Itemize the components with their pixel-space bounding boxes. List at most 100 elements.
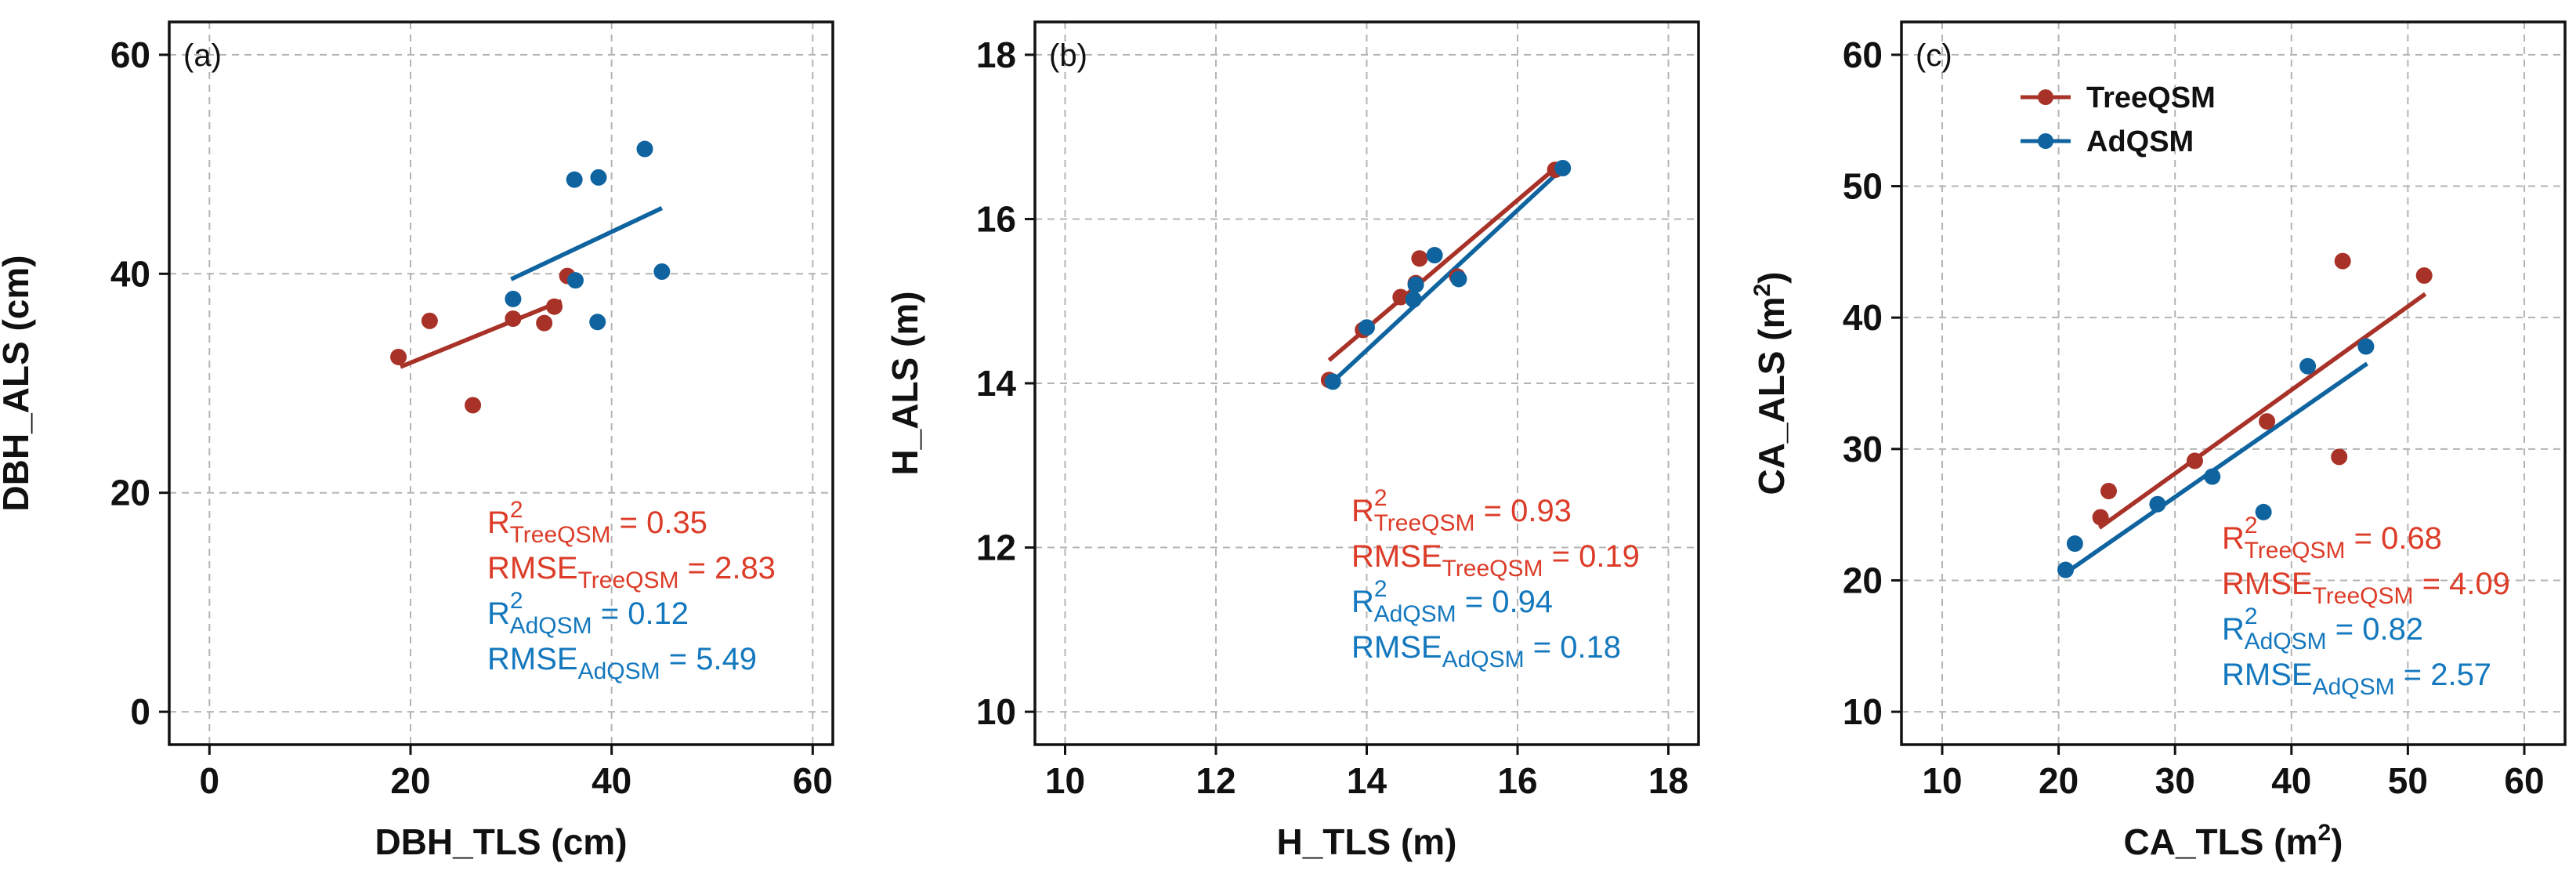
x-tick-label: 0 xyxy=(200,760,220,801)
stat-equals: = xyxy=(1456,585,1492,619)
point-treeqsm xyxy=(2334,252,2351,270)
point-treeqsm xyxy=(2100,482,2118,499)
y-tick-label: 18 xyxy=(976,34,1016,75)
stat-subscript: AdQSM xyxy=(2313,674,2395,700)
point-adqsm xyxy=(1554,159,1572,176)
stat-superscript: 2 xyxy=(2245,604,2258,629)
x-axis-title-text: DBH_TLS (cm) xyxy=(374,821,627,862)
y-tick-label: 12 xyxy=(976,528,1016,568)
point-treeqsm xyxy=(390,348,407,365)
unit-superscript: 2 xyxy=(2317,820,2331,846)
x-tick-label: 10 xyxy=(1045,760,1085,801)
stat-prefix: RMSE xyxy=(1351,539,1442,574)
panel-label: (c) xyxy=(1916,38,1952,73)
point-treeqsm xyxy=(2331,448,2348,466)
stat-subscript: TreeQSM xyxy=(1374,510,1475,536)
point-treeqsm xyxy=(1411,250,1428,267)
stat-equals: = xyxy=(2345,521,2381,556)
stat-prefix: R xyxy=(2222,612,2245,647)
stat-rmse-adqsm: RMSEAdQSM = 2.57 xyxy=(2222,658,2491,700)
y-tick-label: 20 xyxy=(110,473,150,513)
stat-equals: = xyxy=(1543,539,1579,574)
point-treeqsm xyxy=(505,310,522,328)
x-axis-title: H_TLS (m) xyxy=(1277,821,1457,862)
panel-1: 0 20 40 60 0 20 40 60 DBH_TLS (cm) DBH_ALS (cm) (a… xyxy=(0,20,834,862)
point-adqsm xyxy=(2204,468,2221,485)
x-tick-label: 40 xyxy=(592,760,631,801)
fit-line-treeqsm xyxy=(400,299,563,369)
point-adqsm xyxy=(589,314,606,331)
point-treeqsm xyxy=(546,298,563,315)
point-adqsm xyxy=(2066,535,2083,553)
stat-subscript: TreeQSM xyxy=(2313,583,2414,609)
stat-superscript: 2 xyxy=(510,588,523,614)
panel-label: (b) xyxy=(1049,38,1087,73)
point-adqsm xyxy=(2357,338,2375,355)
stat-rmse-treeqsm: RMSETreeQSM = 0.19 xyxy=(1351,539,1640,582)
y-axis-title: CA_ALS (m2) xyxy=(1749,271,1792,495)
y-axis-title-text: H_ALS (m) xyxy=(885,291,925,475)
point-adqsm xyxy=(636,140,653,158)
point-treeqsm xyxy=(536,314,553,332)
stat-equals: = xyxy=(1525,630,1561,665)
stat-rmse-treeqsm: RMSETreeQSM = 4.09 xyxy=(2222,567,2510,609)
legend-label: TreeQSM xyxy=(2086,82,2216,114)
point-treeqsm xyxy=(1392,288,1409,306)
point-adqsm xyxy=(505,290,522,307)
point-adqsm xyxy=(590,169,607,186)
stat-equals: = xyxy=(610,506,646,540)
stat-subscript: AdQSM xyxy=(578,658,660,684)
plot-frame xyxy=(168,20,834,746)
stat-r2-adqsm: R2 AdQSM = 0.12 xyxy=(487,588,689,639)
point-treeqsm xyxy=(2092,509,2109,526)
x-tick-label: 10 xyxy=(1922,760,1962,801)
fit-line-adqsm xyxy=(1331,166,1565,383)
stat-equals: = xyxy=(678,551,715,586)
point-adqsm xyxy=(2149,495,2166,513)
stat-equals: = xyxy=(2327,612,2363,647)
point-adqsm xyxy=(1359,319,1375,336)
y-axis-title: H_ALS (m) xyxy=(885,291,925,475)
x-axis-title-text: CA_TLS (m xyxy=(2124,821,2318,862)
stat-r2-treeqsm: R2 TreeQSM = 0.93 xyxy=(1351,485,1572,536)
stat-subscript: TreeQSM xyxy=(2245,538,2346,564)
point-adqsm xyxy=(2299,357,2317,375)
point-adqsm xyxy=(566,171,583,188)
x-tick-label: 12 xyxy=(1196,760,1236,801)
stat-subscript: TreeQSM xyxy=(578,567,679,593)
y-tick-label: 40 xyxy=(1843,297,1883,338)
stat-prefix: RMSE xyxy=(1351,630,1442,665)
x-tick-label: 16 xyxy=(1497,760,1537,801)
y-axis-title: DBH_ALS (cm) xyxy=(0,255,36,511)
stat-r2-adqsm: R2 AdQSM = 0.94 xyxy=(1351,576,1553,627)
stat-subscript: AdQSM xyxy=(1374,601,1456,627)
stat-rmse-adqsm: RMSEAdQSM = 0.18 xyxy=(1351,630,1621,673)
point-treeqsm xyxy=(2415,267,2433,285)
point-treeqsm xyxy=(421,312,438,329)
x-tick-label: 50 xyxy=(2388,760,2428,801)
panel-label: (a) xyxy=(183,38,222,73)
y-tick-label: 40 xyxy=(110,253,150,294)
stat-equals: = xyxy=(1474,494,1511,528)
y-axis-title-text: DBH_ALS (cm) xyxy=(0,255,36,511)
stat-subscript: TreeQSM xyxy=(1442,556,1543,582)
stat-value: 5.49 xyxy=(696,642,757,676)
plot-frame xyxy=(1900,20,2567,746)
stat-value: 0.68 xyxy=(2381,521,2442,556)
stat-value: 0.93 xyxy=(1511,494,1572,528)
y-tick-label: 10 xyxy=(976,691,1016,732)
y-tick-label: 50 xyxy=(1843,166,1883,207)
stat-subscript: AdQSM xyxy=(510,613,592,639)
y-tick-label: 10 xyxy=(1843,691,1883,732)
x-tick-label: 30 xyxy=(2155,760,2195,801)
x-tick-label: 60 xyxy=(2504,760,2544,801)
stat-equals: = xyxy=(592,596,628,631)
y-tick-label: 16 xyxy=(976,198,1016,239)
x-tick-label: 18 xyxy=(1648,760,1688,801)
point-adqsm xyxy=(566,272,584,289)
unit-close-paren: ) xyxy=(2331,821,2343,862)
stat-r2-treeqsm: R2 TreeQSM = 0.68 xyxy=(2222,513,2442,564)
x-tick-label: 60 xyxy=(793,760,833,801)
stat-equals: = xyxy=(660,642,696,676)
